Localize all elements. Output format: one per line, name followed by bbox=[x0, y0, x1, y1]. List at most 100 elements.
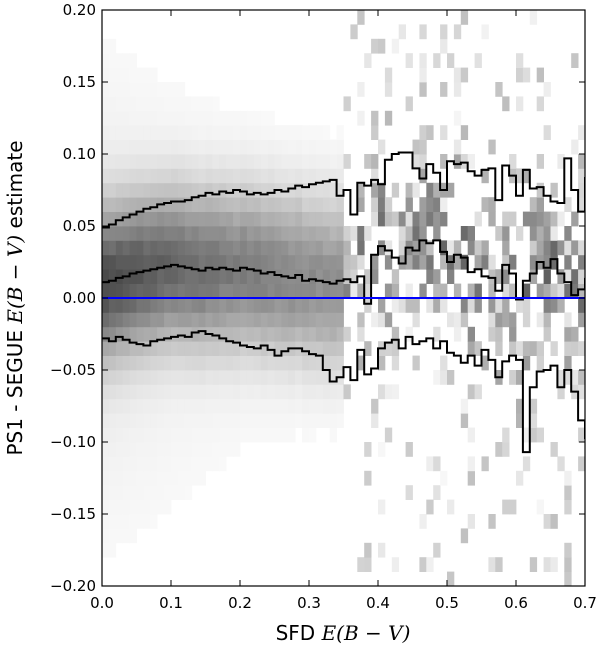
heatmap-cell bbox=[253, 298, 262, 313]
heatmap-cell bbox=[198, 139, 206, 155]
heatmap-cell bbox=[322, 283, 331, 299]
heatmap-cell bbox=[426, 456, 434, 472]
heatmap-cell bbox=[384, 67, 393, 83]
heatmap-cell bbox=[274, 226, 282, 241]
heatmap-cell bbox=[157, 470, 165, 486]
heatmap-cell bbox=[295, 211, 303, 227]
heatmap-cell bbox=[550, 341, 558, 356]
heatmap-cell bbox=[343, 384, 351, 400]
heatmap-cell bbox=[143, 456, 151, 472]
heatmap-cell bbox=[419, 557, 427, 572]
heatmap-cell bbox=[226, 398, 234, 414]
heatmap-cell bbox=[184, 456, 193, 472]
heatmap-cell bbox=[157, 254, 165, 270]
heatmap-cell bbox=[212, 254, 220, 270]
heatmap-cell bbox=[281, 168, 289, 184]
heatmap-cell bbox=[150, 499, 158, 515]
heatmap-cell bbox=[295, 182, 303, 198]
heatmap-cell bbox=[336, 139, 344, 155]
heatmap-cell bbox=[412, 298, 420, 313]
heatmap-cell bbox=[536, 154, 544, 169]
heatmap-cell bbox=[302, 384, 310, 400]
heatmap-cell bbox=[550, 240, 558, 256]
heatmap-cell bbox=[198, 154, 206, 169]
heatmap-cell bbox=[164, 269, 172, 284]
heatmap-cell bbox=[164, 82, 172, 97]
heatmap-cell bbox=[191, 110, 199, 126]
heatmap-cell bbox=[129, 312, 137, 328]
heatmap-cell bbox=[157, 154, 165, 169]
heatmap-cell bbox=[212, 269, 220, 284]
heatmap-cell bbox=[129, 154, 137, 169]
heatmap-cell bbox=[260, 355, 268, 371]
heatmap-cell bbox=[419, 125, 427, 140]
heatmap-cell bbox=[488, 298, 496, 313]
heatmap-cell bbox=[246, 168, 255, 184]
heatmap-cell bbox=[240, 154, 248, 169]
heatmap-cell bbox=[136, 326, 144, 342]
heatmap-cell bbox=[440, 38, 448, 54]
heatmap-cell bbox=[150, 413, 158, 428]
heatmap-cell bbox=[122, 341, 130, 356]
heatmap-cell bbox=[260, 398, 268, 414]
heatmap-cell bbox=[191, 211, 199, 227]
heatmap-cell bbox=[371, 154, 379, 169]
heatmap-cell bbox=[240, 240, 248, 256]
heatmap-cell bbox=[108, 470, 117, 486]
heatmap-cell bbox=[102, 298, 110, 313]
heatmap-cell bbox=[212, 341, 220, 356]
heatmap-cell bbox=[233, 125, 241, 140]
heatmap-cell bbox=[143, 312, 151, 328]
heatmap-cell bbox=[157, 442, 165, 457]
heatmap-cell bbox=[253, 370, 262, 385]
heatmap-cell bbox=[481, 168, 489, 184]
heatmap-cell bbox=[240, 370, 248, 385]
heatmap-cell bbox=[233, 139, 241, 155]
heatmap-cell bbox=[184, 139, 193, 155]
heatmap-cell bbox=[184, 312, 193, 328]
heatmap-cell bbox=[391, 298, 400, 313]
heatmap-cell bbox=[447, 571, 455, 586]
heatmap-cell bbox=[164, 283, 172, 299]
heatmap-cell bbox=[205, 254, 213, 270]
heatmap-cell bbox=[129, 398, 137, 414]
heatmap-cell bbox=[495, 557, 503, 572]
heatmap-cell bbox=[240, 125, 248, 140]
heatmap-cell bbox=[108, 226, 117, 241]
heatmap-cell bbox=[309, 125, 317, 140]
heatmap-cell bbox=[184, 226, 193, 241]
heatmap-cell bbox=[136, 197, 144, 212]
heatmap-cell bbox=[136, 269, 144, 284]
heatmap-cell bbox=[267, 269, 275, 284]
heatmap-cell bbox=[302, 341, 310, 356]
heatmap-cell bbox=[205, 427, 213, 443]
heatmap-cell bbox=[281, 413, 289, 428]
heatmap-cell bbox=[336, 240, 344, 256]
heatmap-cell bbox=[191, 398, 199, 414]
heatmap-cell bbox=[102, 182, 110, 198]
heatmap-cell bbox=[171, 370, 179, 385]
y-axis-title: PS1 - SEGUE E(B − V) estimate bbox=[3, 140, 27, 455]
heatmap-cell bbox=[240, 341, 248, 356]
heatmap-cell bbox=[108, 370, 117, 385]
heatmap-cell bbox=[164, 211, 172, 227]
heatmap-cell bbox=[364, 557, 372, 572]
heatmap-cell bbox=[198, 413, 206, 428]
heatmap-cell bbox=[102, 110, 110, 126]
heatmap-cell bbox=[129, 182, 137, 198]
heatmap-cell bbox=[122, 298, 130, 313]
heatmap-cell bbox=[516, 67, 524, 83]
heatmap-cell bbox=[502, 283, 510, 299]
heatmap-cell bbox=[122, 110, 130, 126]
heatmap-cell bbox=[378, 442, 386, 457]
heatmap-cell bbox=[171, 427, 179, 443]
heatmap-cell bbox=[481, 355, 489, 371]
heatmap-cell bbox=[550, 211, 558, 227]
heatmap-cell bbox=[378, 298, 386, 313]
heatmap-cell bbox=[315, 154, 324, 169]
heatmap-cell bbox=[522, 298, 531, 313]
heatmap-cell bbox=[281, 384, 289, 400]
heatmap-cell bbox=[288, 139, 296, 155]
heatmap-cell bbox=[267, 355, 275, 371]
heatmap-cell bbox=[164, 370, 172, 385]
